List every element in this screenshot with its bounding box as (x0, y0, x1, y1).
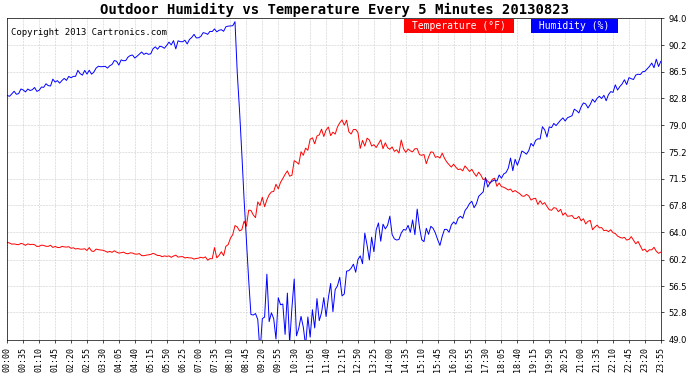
Line: Temperature (°F): Temperature (°F) (8, 120, 661, 260)
Title: Outdoor Humidity vs Temperature Every 5 Minutes 20130823: Outdoor Humidity vs Temperature Every 5 … (99, 3, 569, 17)
Temperature (°F) (557, 207, 565, 212)
Humidity (%) (256, 350, 264, 355)
Humidity (%) (604, 92, 613, 97)
Temperature (°F) (657, 250, 665, 254)
Temperature (°F) (338, 118, 346, 122)
Humidity (%) (568, 114, 576, 118)
Text: Humidity (%): Humidity (%) (533, 21, 615, 32)
Temperature (°F) (604, 230, 613, 234)
Temperature (°F) (60, 244, 68, 249)
Temperature (°F) (568, 213, 576, 218)
Temperature (°F) (584, 219, 592, 224)
Temperature (°F) (335, 121, 344, 125)
Text: Copyright 2013 Cartronics.com: Copyright 2013 Cartronics.com (10, 28, 166, 37)
Humidity (%) (338, 294, 346, 298)
Humidity (%) (657, 59, 665, 63)
Line: Humidity (%): Humidity (%) (8, 22, 661, 352)
Temperature (°F) (204, 258, 212, 262)
Humidity (%) (3, 93, 12, 98)
Text: Temperature (°F): Temperature (°F) (406, 21, 512, 32)
Humidity (%) (60, 76, 68, 81)
Temperature (°F) (3, 240, 12, 245)
Humidity (%) (584, 106, 592, 110)
Humidity (%) (557, 118, 565, 122)
Humidity (%) (231, 20, 239, 24)
